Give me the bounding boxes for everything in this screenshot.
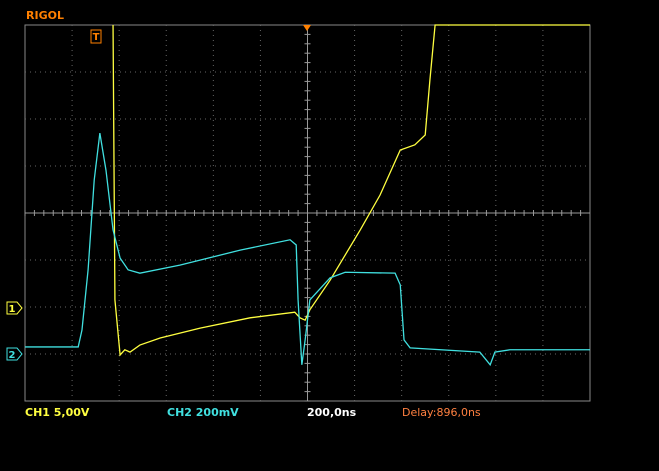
channel-marker: 2 bbox=[9, 350, 16, 361]
grid bbox=[24, 24, 590, 402]
trigger-marker: T bbox=[93, 32, 100, 43]
channel-marker: 1 bbox=[9, 304, 16, 315]
trigger-position bbox=[303, 25, 311, 31]
channel-marker-box bbox=[6, 347, 23, 361]
trace bbox=[25, 132, 590, 367]
trigger-box bbox=[90, 29, 102, 44]
delay: Delay:896,0ns bbox=[402, 406, 481, 419]
ch1-scale: CH1 5,00V bbox=[25, 406, 90, 419]
timebase: 200,0ns bbox=[307, 406, 357, 419]
brand: RIGOL bbox=[26, 9, 64, 22]
trace bbox=[112, 24, 590, 357]
channel-marker-box bbox=[6, 301, 23, 315]
ch2-scale: CH2 200mV bbox=[167, 406, 239, 419]
traces bbox=[25, 24, 590, 367]
